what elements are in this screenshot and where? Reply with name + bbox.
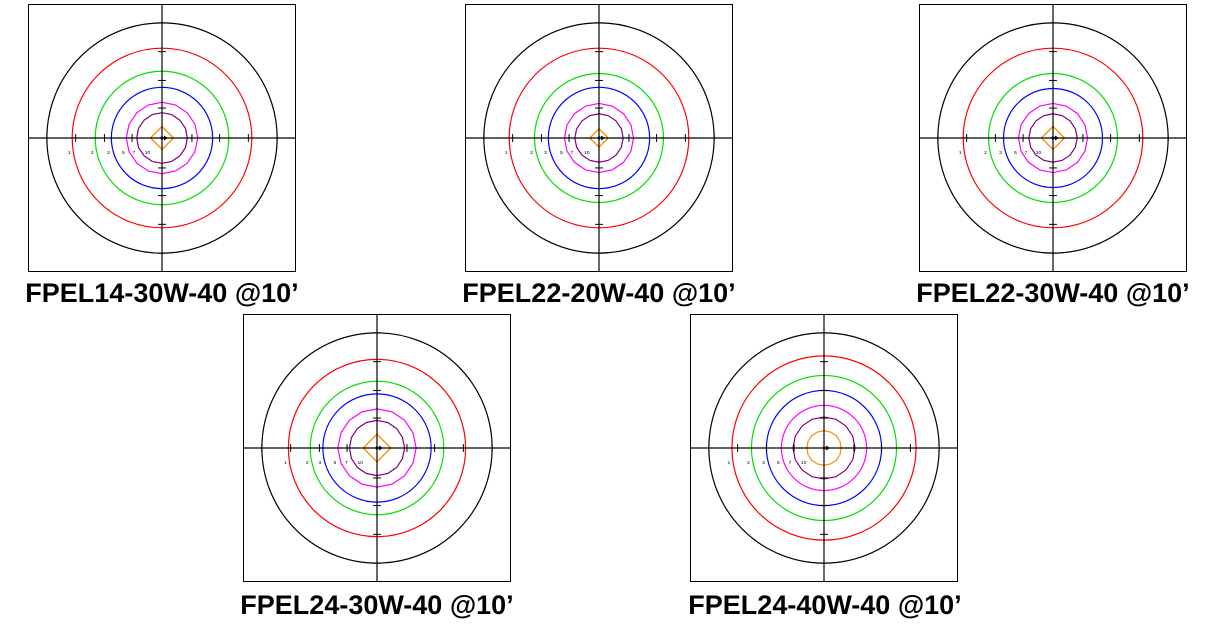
center-point: [822, 446, 826, 450]
contour-label: 7: [132, 150, 135, 156]
contour-label: 1: [505, 150, 508, 156]
isolux-contour-plot: 1 2 3 5 7 10: [244, 315, 510, 581]
isolux-contour-plot: 1 2 3 5 7 10: [691, 315, 957, 581]
contour-label: 10: [357, 460, 363, 466]
plot-caption: FPEL22-20W-40 @10’: [462, 278, 736, 308]
contour-label: 3: [999, 150, 1002, 156]
contour-label: 5: [560, 150, 563, 156]
isolux-contour-plot: 1 2 3 5 7 10: [29, 5, 295, 271]
isolux-contour-plot: 1 2 3 5 7 10: [466, 5, 732, 271]
aim-arrow-icon: [163, 135, 168, 141]
center-point: [597, 136, 601, 140]
plot-frame: 1 2 3 5 7 10: [28, 4, 296, 272]
aim-arrow-icon: [825, 445, 830, 451]
contour-label: 3: [107, 150, 110, 156]
plot-frame: 1 2 3 5 7 10: [243, 314, 511, 582]
contour-label: 3: [762, 460, 765, 466]
contour-label: 3: [319, 460, 322, 466]
contour-label: 7: [1024, 150, 1027, 156]
plot-caption: FPEL24-40W-40 @10’: [688, 590, 962, 620]
contour-label: 10: [801, 460, 807, 466]
contour-label: 5: [777, 460, 780, 466]
aim-arrow-icon: [600, 135, 605, 141]
isolux-contour-plot: 1 2 3 5 7 10: [920, 5, 1186, 271]
plot-caption: FPEL14-30W-40 @10’: [25, 278, 299, 308]
aim-arrow-icon: [1054, 135, 1059, 141]
center-point: [375, 446, 379, 450]
contour-label: 2: [91, 150, 94, 156]
contour-label: 7: [789, 460, 792, 466]
contour-label: 2: [306, 460, 309, 466]
contour-label: 2: [530, 150, 533, 156]
contour-label: 5: [122, 150, 125, 156]
contour-label: 2: [984, 150, 987, 156]
center-point: [1051, 136, 1055, 140]
plot-frame: 1 2 3 5 7 10: [465, 4, 733, 272]
contour-label: 3: [544, 150, 547, 156]
contour-label: 2: [747, 460, 750, 466]
contour-label: 1: [284, 460, 287, 466]
contour-label: 5: [333, 460, 336, 466]
contour-label: 10: [145, 150, 151, 156]
plot-caption: FPEL22-30W-40 @10’: [916, 278, 1190, 308]
center-point: [160, 136, 164, 140]
contour-label: 5: [1014, 150, 1017, 156]
contour-label: 7: [570, 150, 573, 156]
contour-label: 10: [584, 150, 590, 156]
contour-label: 7: [345, 460, 348, 466]
contour-label: 1: [68, 150, 71, 156]
plot-frame: 1 2 3 5 7 10: [690, 314, 958, 582]
contour-label: 10: [1036, 150, 1042, 156]
plot-frame: 1 2 3 5 7 10: [919, 4, 1187, 272]
contour-label: 1: [959, 150, 962, 156]
plot-caption: FPEL24-30W-40 @10’: [240, 590, 514, 620]
contour-label: 1: [728, 460, 731, 466]
aim-arrow-icon: [378, 445, 383, 451]
